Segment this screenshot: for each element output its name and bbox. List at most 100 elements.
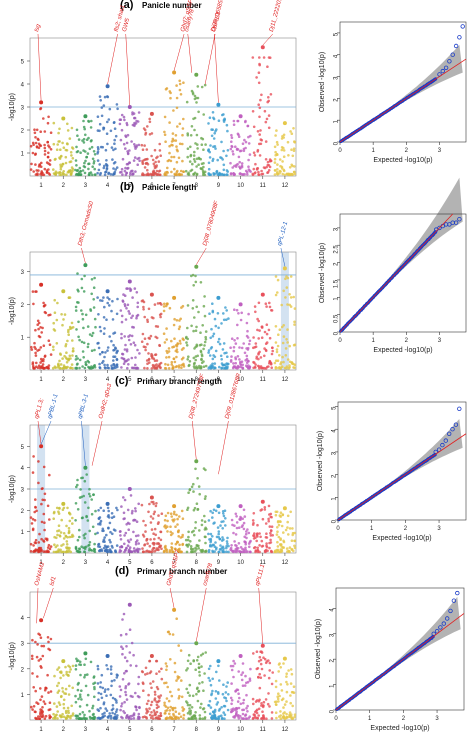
snp-point: [47, 339, 51, 343]
snp-point: [165, 716, 169, 719]
snp-point: [245, 354, 249, 358]
snp-point: [157, 705, 160, 708]
snp-point: [193, 128, 196, 132]
snp-point: [276, 359, 280, 363]
snp-point: [43, 521, 46, 524]
snp-point: [259, 658, 263, 662]
snp-point: [180, 695, 184, 699]
snp-point: [142, 689, 145, 692]
snp-point: [232, 362, 235, 365]
snp-point: [130, 641, 134, 645]
snp-point: [109, 716, 113, 720]
snp-point: [115, 351, 118, 355]
snp-point: [201, 137, 205, 141]
snp-point: [124, 686, 127, 690]
qq-y-tick-label: 1: [332, 497, 338, 501]
chromosome-label: 11: [260, 377, 267, 383]
snp-point: [93, 276, 96, 280]
snp-point: [131, 314, 134, 318]
snp-point: [141, 547, 144, 550]
snp-point: [82, 341, 86, 345]
snp-point: [138, 547, 141, 551]
snp-point: [136, 695, 140, 698]
snp-point: [134, 170, 137, 173]
snp-point: [196, 85, 200, 88]
snp-point: [127, 550, 131, 553]
snp-point: [189, 154, 192, 158]
snp-point: [91, 173, 94, 177]
snp-point: [156, 325, 160, 328]
snp-point: [122, 357, 125, 361]
snp-point: [39, 107, 43, 110]
snp-point: [134, 363, 137, 367]
snp-point: [91, 706, 94, 710]
snp-point: [71, 157, 75, 160]
snp-point: [252, 713, 256, 716]
snp-point: [152, 512, 156, 516]
annotation-label: OsdH2; qDs3: [98, 383, 113, 420]
snp-point: [179, 536, 183, 539]
snp-point: [157, 542, 161, 546]
snp-point: [84, 133, 87, 137]
snp-point: [82, 125, 86, 129]
snp-point: [220, 140, 223, 144]
snp-point: [84, 532, 87, 536]
snp-point: [236, 119, 239, 123]
chromosome-label: 1: [39, 377, 43, 383]
snp-point: [265, 332, 269, 336]
snp-point: [286, 514, 290, 518]
snp-point: [155, 156, 158, 160]
snp-point: [97, 698, 100, 701]
snp-point: [196, 699, 200, 703]
lead-snp: [194, 72, 199, 77]
snp-point: [202, 707, 206, 710]
snp-point: [68, 546, 71, 550]
snp-point: [277, 663, 281, 666]
snp-point: [93, 348, 96, 352]
snp-point: [186, 155, 189, 159]
snp-point: [260, 667, 264, 671]
snp-point: [202, 365, 206, 369]
snp-point: [48, 716, 51, 720]
snp-point: [164, 662, 168, 665]
snp-point: [165, 668, 168, 672]
snp-point: [147, 307, 151, 311]
snp-point: [159, 538, 163, 542]
snp-point: [103, 327, 106, 330]
snp-point: [162, 305, 166, 308]
snp-point: [152, 316, 155, 320]
snp-point: [266, 65, 269, 68]
snp-point: [131, 509, 134, 513]
y-tick-label: 4: [21, 83, 25, 89]
snp-point: [63, 692, 66, 695]
snp-point: [143, 144, 146, 147]
snp-point: [234, 707, 238, 710]
snp-point: [255, 699, 259, 702]
snp-point: [52, 517, 55, 520]
snp-point: [78, 358, 82, 362]
snp-point: [31, 708, 34, 711]
qq-tail-point: [460, 24, 465, 29]
snp-point: [40, 366, 44, 370]
snp-point: [123, 169, 127, 173]
snp-point: [140, 503, 144, 507]
snp-point: [202, 304, 206, 308]
qq-confidence-band: [336, 596, 461, 710]
snp-point: [189, 134, 193, 137]
snp-point: [247, 135, 250, 139]
snp-point: [270, 525, 274, 528]
chromosome-label: 3: [84, 377, 88, 383]
lead-snp: [238, 114, 243, 119]
qq-x-tick-label: 1: [370, 526, 374, 532]
snp-point: [252, 336, 255, 339]
snp-point: [239, 167, 242, 170]
snp-point: [149, 334, 153, 338]
snp-point: [92, 306, 96, 309]
snp-point: [75, 657, 78, 661]
snp-point: [243, 535, 246, 539]
snp-point: [232, 659, 235, 663]
snp-point: [33, 341, 36, 345]
lead-snp: [238, 654, 243, 658]
